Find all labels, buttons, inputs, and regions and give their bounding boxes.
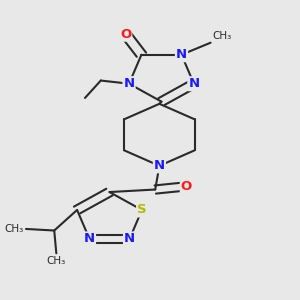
Text: CH₃: CH₃ — [213, 32, 232, 41]
Text: N: N — [84, 232, 95, 245]
Text: N: N — [188, 77, 200, 90]
Text: N: N — [124, 77, 135, 90]
Text: CH₃: CH₃ — [4, 224, 24, 234]
Text: N: N — [154, 159, 165, 172]
Text: O: O — [181, 180, 192, 193]
Text: S: S — [137, 203, 147, 217]
Text: CH₃: CH₃ — [47, 256, 66, 266]
Text: O: O — [120, 28, 131, 41]
Text: N: N — [176, 48, 187, 61]
Text: N: N — [124, 232, 135, 245]
